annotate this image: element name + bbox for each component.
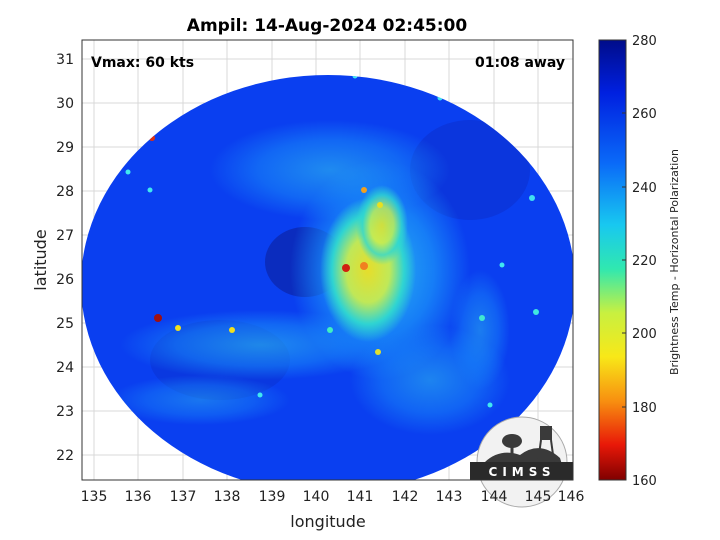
colorbar-tick-label: 180 <box>632 401 657 416</box>
y-axis-ticks: 31 30 29 28 27 26 25 24 23 22 <box>56 52 74 464</box>
x-tick-label: 146 <box>558 489 585 505</box>
colorbar-ticks: 280 260 240 220 200 180 160 <box>622 34 657 489</box>
y-axis-label: latitude <box>31 229 50 290</box>
x-tick-label: 135 <box>81 489 108 505</box>
time-away-label: 01:08 away <box>475 55 565 71</box>
colorbar-label: Brightness Temp - Horizontal Polarizatio… <box>668 149 681 375</box>
colorbar-tick-label: 220 <box>632 254 657 269</box>
y-tick-label: 23 <box>56 404 74 420</box>
colorbar-tick-label: 280 <box>632 34 657 49</box>
x-axis-label: longitude <box>290 512 365 531</box>
y-tick-label: 25 <box>56 316 74 332</box>
x-tick-label: 141 <box>347 489 374 505</box>
y-tick-label: 27 <box>56 228 74 244</box>
y-tick-label: 30 <box>56 96 74 112</box>
x-tick-label: 139 <box>259 489 286 505</box>
x-tick-label: 140 <box>303 489 330 505</box>
x-tick-label: 143 <box>436 489 463 505</box>
y-tick-label: 31 <box>56 52 74 68</box>
cimss-logo: CIMSS <box>470 416 573 508</box>
y-tick-label: 28 <box>56 184 74 200</box>
chart-title: Ampil: 14-Aug-2024 02:45:00 <box>187 16 468 36</box>
satellite-dish-icon <box>502 434 522 448</box>
x-tick-label: 137 <box>170 489 197 505</box>
colorbar-tick-label: 260 <box>632 107 657 122</box>
colorbar-tick-label: 240 <box>632 181 657 196</box>
x-tick-label: 142 <box>392 489 419 505</box>
axes-border <box>81 39 574 481</box>
x-tick-label: 136 <box>125 489 152 505</box>
y-tick-label: 29 <box>56 140 74 156</box>
cimss-logo-text: CIMSS <box>489 465 556 479</box>
y-tick-label: 24 <box>56 360 74 376</box>
x-axis-ticks: 135 136 137 138 139 140 141 142 143 144 … <box>81 489 585 505</box>
colorbar <box>598 39 627 481</box>
x-tick-label: 138 <box>214 489 241 505</box>
y-tick-label: 26 <box>56 272 74 288</box>
satellite-swath-image <box>82 75 573 480</box>
vmax-label: Vmax: 60 kts <box>91 55 194 71</box>
colorbar-tick-label: 160 <box>632 474 657 489</box>
x-tick-label: 144 <box>481 489 508 505</box>
x-tick-label: 145 <box>525 489 552 505</box>
water-tower-icon <box>540 426 552 440</box>
y-tick-label: 22 <box>56 448 74 464</box>
colorbar-tick-label: 200 <box>632 327 657 342</box>
